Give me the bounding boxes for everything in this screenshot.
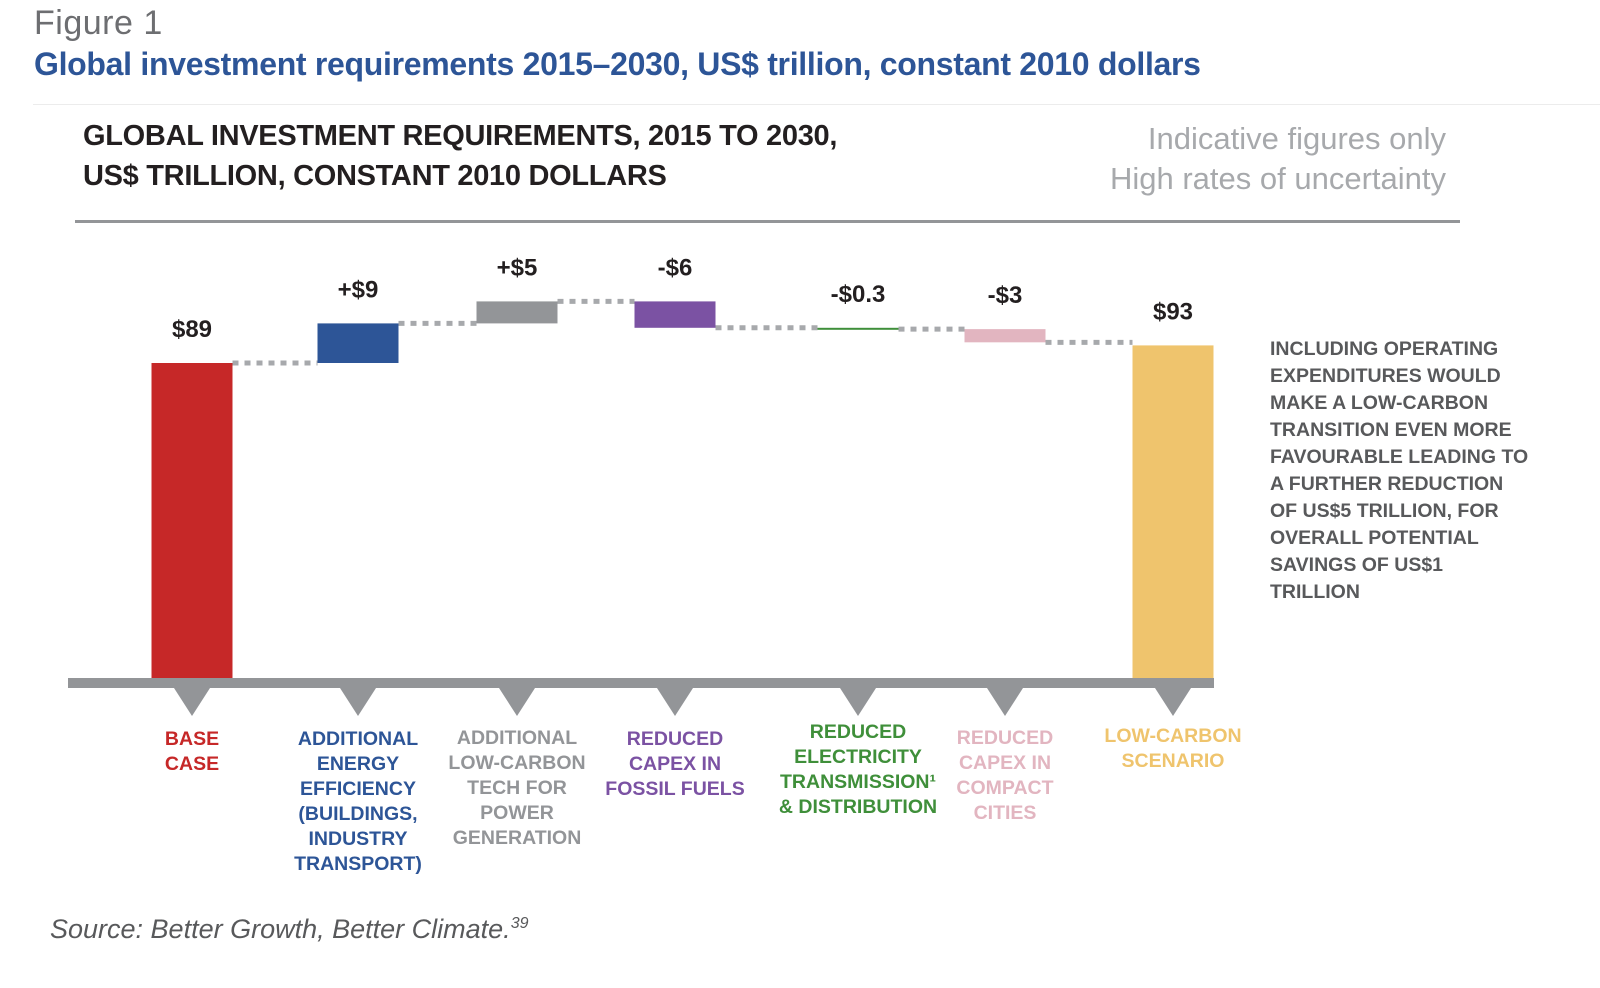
value-label-compact-cities: -$3 bbox=[988, 282, 1023, 309]
category-label-line: CAPEX IN bbox=[958, 752, 1052, 774]
category-label-line: ADDITIONAL bbox=[456, 727, 578, 749]
category-label-line: (BUILDINGS, bbox=[298, 803, 418, 825]
value-label-energy-efficiency: +$9 bbox=[338, 276, 379, 303]
disclaimer-line-2: High rates of uncertainty bbox=[1109, 161, 1446, 196]
category-label-line: ELECTRICITY bbox=[794, 746, 922, 768]
category-label-line: FOSSIL FUELS bbox=[605, 778, 745, 800]
category-label-line: CITIES bbox=[973, 802, 1037, 824]
category-label-low-carbon-scenario: LOW-CARBON SCENARIO bbox=[1088, 724, 1258, 774]
disclaimer: Indicative figures only High rates of un… bbox=[1110, 119, 1446, 199]
category-label-line: REDUCED bbox=[809, 721, 907, 743]
bar-compact-cities bbox=[964, 329, 1046, 343]
chart-title-line-2: US$ TRILLION, CONSTANT 2010 DOLLARS bbox=[83, 160, 667, 192]
figure-label: Figure 1 bbox=[34, 4, 163, 42]
header-rule bbox=[75, 220, 1460, 223]
category-label-energy-efficiency: ADDITIONAL ENERGY EFFICIENCY (BUILDINGS, IND… bbox=[273, 727, 443, 877]
bar-base-case bbox=[151, 363, 233, 678]
category-label-line: REDUCED bbox=[626, 728, 724, 750]
category-label-line: LOW-CARBON bbox=[448, 752, 586, 774]
category-label-low-carbon-tech: ADDITIONAL LOW-CARBON TECH FOR POWER GENERAT… bbox=[432, 726, 602, 851]
category-label-line: SCENARIO bbox=[1121, 750, 1225, 772]
category-label-line: GENERATION bbox=[452, 827, 582, 849]
category-label-fossil-fuels: REDUCED CAPEX IN FOSSIL FUELS bbox=[590, 727, 760, 802]
category-label-line: CAPEX IN bbox=[628, 753, 722, 775]
tick-pointer-compact-cities bbox=[987, 688, 1023, 716]
value-label-low-carbon-tech: +$5 bbox=[497, 254, 538, 281]
tick-pointer-fossil-fuels bbox=[657, 688, 693, 716]
category-label-line: EFFICIENCY bbox=[300, 778, 416, 800]
category-label-line: ENERGY bbox=[316, 753, 400, 775]
x-axis-line bbox=[68, 678, 1214, 688]
category-label-line: COMPACT bbox=[956, 777, 1054, 799]
category-label-compact-cities: REDUCED CAPEX IN COMPACT CITIES bbox=[920, 726, 1090, 826]
bar-low-carbon-scenario bbox=[1132, 345, 1214, 678]
source-note: Source: Better Growth, Better Climate.39 bbox=[50, 914, 528, 945]
chart-title-line-1: GLOBAL INVESTMENT REQUIREMENTS, 2015 TO … bbox=[83, 120, 838, 152]
tick-pointer-low-carbon-scenario bbox=[1155, 688, 1191, 716]
value-label-base-case: $89 bbox=[172, 316, 212, 343]
category-label-line: CASE bbox=[164, 753, 220, 775]
tick-pointer-transmission bbox=[840, 688, 876, 716]
category-label-line: BASE bbox=[164, 728, 220, 750]
chart-title: GLOBAL INVESTMENT REQUIREMENTS, 2015 TO … bbox=[83, 116, 837, 196]
category-label-base-case: BASE CASE bbox=[107, 727, 277, 777]
category-label-line: REDUCED bbox=[956, 727, 1054, 749]
category-label-line: POWER bbox=[480, 802, 554, 824]
bar-energy-efficiency bbox=[317, 323, 399, 363]
bar-fossil-fuels bbox=[634, 301, 716, 328]
tick-pointer-energy-efficiency bbox=[340, 688, 376, 716]
category-label-line: INDUSTRY bbox=[308, 828, 408, 850]
category-label-line: ADDITIONAL bbox=[297, 728, 419, 750]
category-label-line: TECH FOR bbox=[467, 777, 567, 799]
value-label-low-carbon-scenario: $93 bbox=[1153, 298, 1193, 325]
disclaimer-line-1: Indicative figures only bbox=[1147, 121, 1446, 156]
category-label-line: LOW-CARBON bbox=[1104, 725, 1242, 747]
value-label-transmission: -$0.3 bbox=[831, 281, 886, 308]
figure-title: Global investment requirements 2015–2030… bbox=[34, 46, 1201, 82]
category-label-transmission: REDUCED ELECTRICITY TRANSMISSION¹ & DISTRIB… bbox=[773, 720, 943, 820]
side-note: INCLUDING OPERATING EXPENDITURES WOULD M… bbox=[1270, 338, 1529, 603]
category-label-line: & DISTRIBUTION bbox=[778, 796, 938, 818]
top-divider bbox=[33, 104, 1600, 105]
category-label-line: TRANSMISSION¹ bbox=[780, 771, 936, 793]
source-text: Source: Better Growth, Better Climate. bbox=[50, 914, 511, 944]
category-label-line: TRANSPORT) bbox=[294, 853, 422, 875]
bar-transmission bbox=[817, 327, 899, 330]
source-footnote: 39 bbox=[510, 915, 529, 932]
value-label-fossil-fuels: -$6 bbox=[658, 254, 693, 281]
bar-low-carbon-tech bbox=[476, 301, 558, 324]
tick-pointer-base-case bbox=[174, 688, 210, 716]
tick-pointer-low-carbon-tech bbox=[499, 688, 535, 716]
